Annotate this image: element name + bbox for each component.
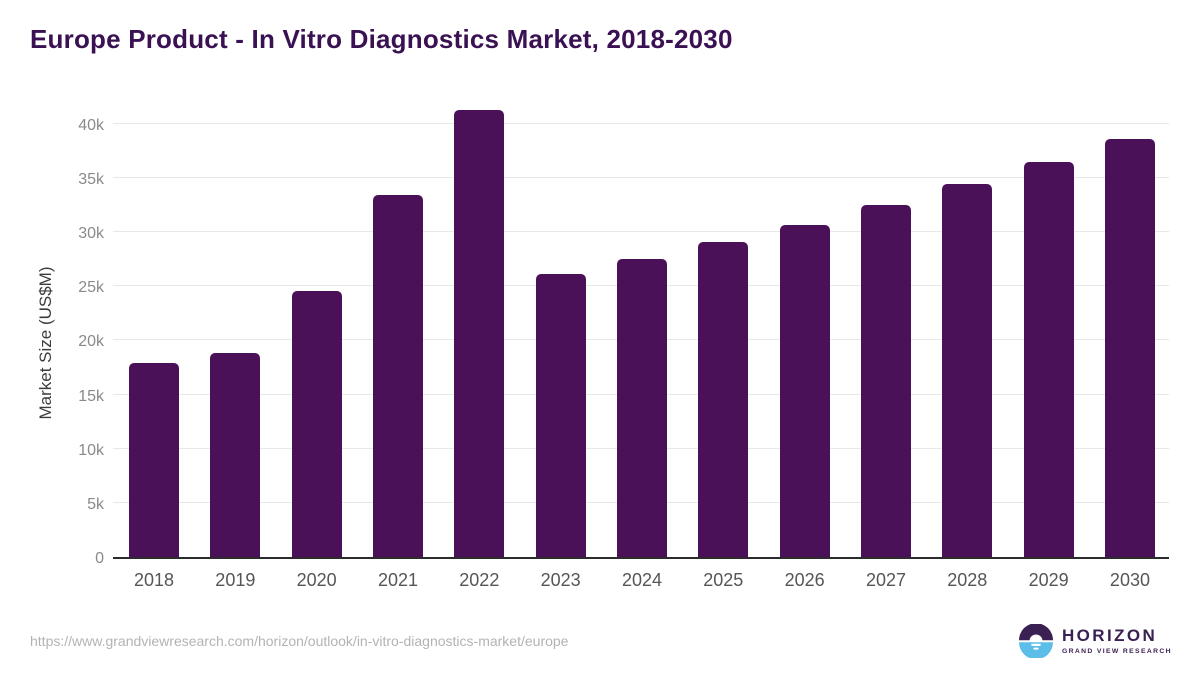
x-tick-label: 2024 <box>621 570 662 590</box>
x-tick-label: 2021 <box>377 570 419 590</box>
bar-2026 <box>779 224 830 557</box>
x-tick-label: 2025 <box>703 570 744 590</box>
y-tick-label: 0 <box>95 550 104 567</box>
horizon-logo-name: HORIZON <box>1062 626 1158 646</box>
x-axis-tick-labels: 2018 2019 2020 2021 2022 2023 2024 2025 2026 2027… <box>113 570 1169 594</box>
y-tick-label: 35k <box>78 170 104 188</box>
bar-2028 <box>942 184 993 557</box>
x-tick-label: 2027 <box>865 570 906 590</box>
bar-2021 <box>372 195 423 557</box>
x-tick-label: 2029 <box>1028 570 1069 590</box>
x-tick-label: 2018 <box>133 570 175 590</box>
gridline-40k <box>113 122 1169 124</box>
bar-2030 <box>1104 138 1155 557</box>
bar-2029 <box>1023 161 1074 557</box>
y-tick-label: 15k <box>78 387 104 405</box>
x-tick-label: 2023 <box>540 570 581 590</box>
y-tick-label: 40k <box>78 116 104 134</box>
horizon-logo-text: HORIZON GRAND VIEW RESEARCH <box>1062 626 1172 655</box>
gridline-30k <box>113 231 1169 233</box>
chart-title: Europe Product - In Vitro Diagnostics Ma… <box>30 24 733 54</box>
bar-2018 <box>129 363 179 557</box>
plot-area <box>113 109 1169 559</box>
y-tick-label: 30k <box>78 225 104 243</box>
bar-2025 <box>698 241 749 557</box>
gridline-35k <box>113 176 1169 178</box>
source-url: https://www.grandviewresearch.com/horizo… <box>30 633 569 649</box>
bar-2022 <box>454 109 505 557</box>
y-axis-tick-labels: 0 5k 10k 15k 20k 25k 30k 35k 40k <box>0 117 104 567</box>
bar-2024 <box>616 259 667 557</box>
x-tick-label: 2022 <box>459 570 500 590</box>
x-tick-label: 2026 <box>784 570 825 590</box>
x-tick-label: 2030 <box>1109 570 1150 590</box>
y-tick-label: 25k <box>78 279 104 297</box>
horizon-sun-circle-icon <box>1019 624 1053 658</box>
y-tick-label: 5k <box>87 495 104 513</box>
x-tick-label: 2019 <box>215 570 256 590</box>
horizon-logo: HORIZON GRAND VIEW RESEARCH <box>1019 624 1172 658</box>
bar-2023 <box>535 274 586 557</box>
x-tick-label: 2020 <box>296 570 337 590</box>
horizon-logo-subtitle: GRAND VIEW RESEARCH <box>1062 647 1172 655</box>
y-tick-label: 20k <box>78 333 104 351</box>
y-tick-label: 10k <box>78 441 104 459</box>
bar-2019 <box>210 353 261 557</box>
x-tick-label: 2028 <box>947 570 988 590</box>
bar-2027 <box>860 205 911 557</box>
bar-2020 <box>291 290 342 557</box>
